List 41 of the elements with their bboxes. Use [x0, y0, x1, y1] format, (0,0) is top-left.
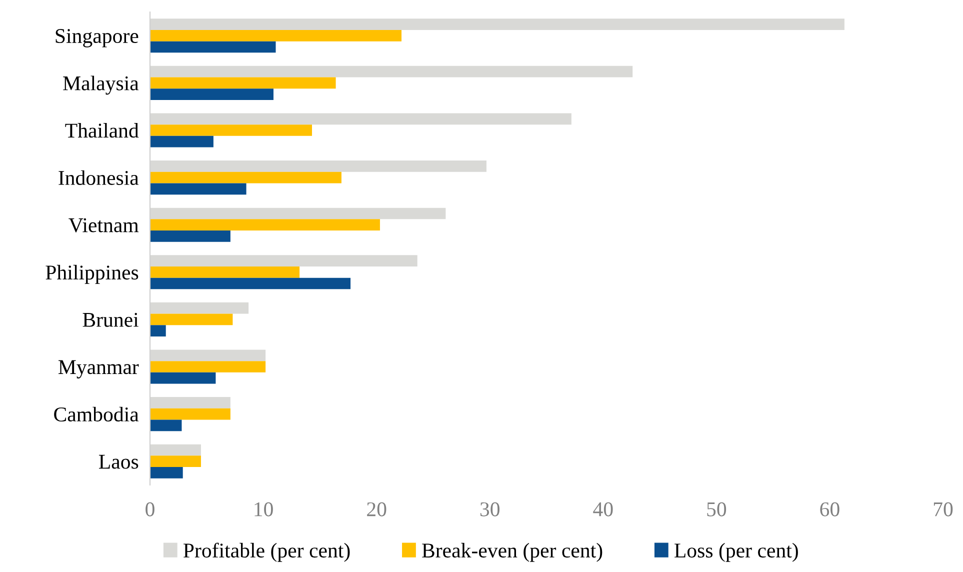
bar [150, 183, 246, 195]
bar [150, 172, 342, 184]
bar [150, 266, 300, 278]
bar [150, 467, 183, 478]
bar [150, 420, 182, 432]
bar [150, 325, 166, 336]
bar [150, 77, 336, 89]
y-tick-label: Vietnam [68, 218, 139, 232]
y-tick-label: Laos [98, 454, 138, 469]
bar [150, 41, 276, 53]
x-tick-label: 70 [934, 502, 953, 516]
x-tick-label: 0 [146, 502, 154, 516]
bar [150, 361, 266, 372]
y-tick-label: Myanmar [58, 360, 139, 378]
y-tick-label: Brunei [82, 312, 138, 327]
y-tick-label: Indonesia [58, 170, 139, 185]
bar [150, 456, 201, 468]
y-tick-label: Singapore [56, 29, 138, 48]
bar [150, 278, 351, 290]
bar [150, 219, 380, 231]
x-tick-label: 10 [254, 502, 273, 516]
x-tick-label: 30 [480, 502, 500, 516]
y-tick-label: Cambodia [54, 406, 139, 422]
legend-label: Profitable (per cent) [183, 542, 350, 562]
y-tick-label: Malaysia [63, 76, 139, 95]
x-tick-label: 40 [593, 502, 613, 516]
x-tick-label: 50 [707, 502, 726, 516]
x-tick-label: 20 [367, 502, 386, 516]
bar [150, 372, 216, 384]
bar [150, 314, 233, 326]
y-tick-label: Thailand [65, 123, 139, 138]
bar [150, 124, 312, 136]
bar [150, 230, 230, 242]
legend-label: Break-even (per cent) [422, 542, 602, 562]
x-tick-label: 60 [820, 502, 840, 516]
bar [150, 136, 214, 148]
bar [150, 30, 402, 42]
bar [150, 88, 274, 100]
bar [150, 408, 230, 420]
y-tick-label: Philippines [46, 264, 138, 284]
legend-label: Loss (per cent) [674, 542, 798, 562]
